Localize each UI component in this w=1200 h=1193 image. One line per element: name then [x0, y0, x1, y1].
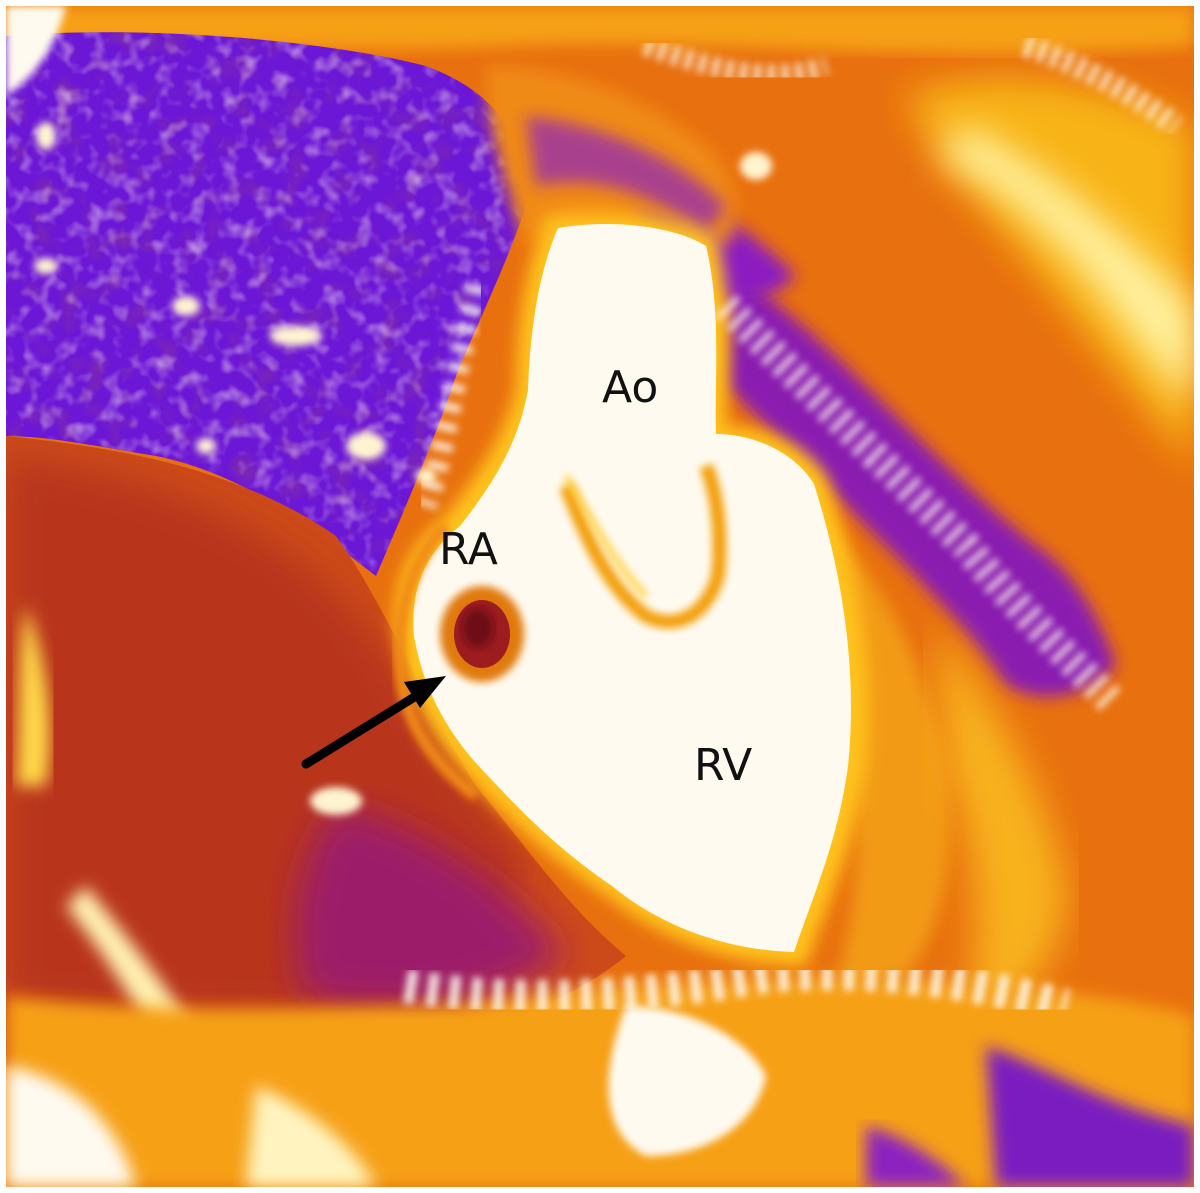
label-right-ventricle: RV: [694, 740, 753, 791]
mri-map: [6, 6, 1194, 1187]
mri-image: Ao RA RV: [6, 6, 1194, 1187]
label-right-atrium: RA: [439, 524, 498, 575]
label-aorta: Ao: [602, 362, 659, 413]
annotation-arrow: [301, 676, 446, 769]
